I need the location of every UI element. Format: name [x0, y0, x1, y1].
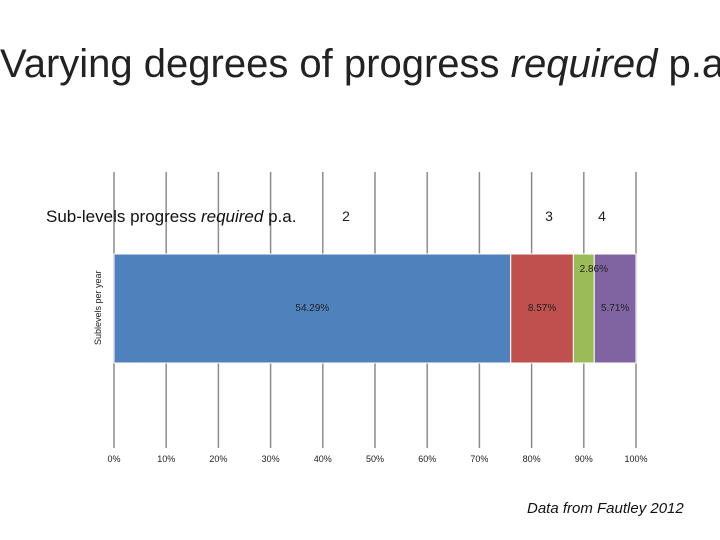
bar-segment: [593, 253, 637, 364]
legend-entry: 3: [545, 208, 553, 224]
x-tick-label: 80%: [523, 454, 541, 464]
data-label: 8.57%: [528, 303, 556, 314]
x-tick-label: 20%: [209, 454, 227, 464]
data-label: 5.71%: [601, 303, 629, 314]
source-footnote: Data from Fautley 2012: [527, 500, 684, 517]
legend-entry: 4: [598, 208, 606, 224]
x-tick-label: 0%: [107, 454, 120, 464]
slide-title: Varying degrees of progress required p.a…: [0, 42, 720, 86]
x-tick-label: 90%: [575, 454, 593, 464]
x-axis-ticks: 0% 10% 20% 30% 40% 50% 60% 70% 80% 90% 100%: [107, 454, 647, 464]
x-tick-label: 10%: [157, 454, 175, 464]
bar-segments: [113, 253, 637, 364]
x-tick-label: 70%: [470, 454, 488, 464]
bar-segment: [113, 253, 512, 364]
chart-title: Sub-levels progress required p.a.: [46, 207, 297, 226]
y-axis-label: Sublevels per year: [93, 270, 103, 345]
x-tick-label: 40%: [314, 454, 332, 464]
bar-segment: [510, 253, 574, 364]
segment-labels: 54.29% 8.57% 2.86% 5.71%: [295, 264, 629, 314]
x-tick-label: 50%: [366, 454, 384, 464]
data-label: 2.86%: [580, 264, 608, 275]
data-label: 54.29%: [295, 303, 329, 314]
x-tick-label: 30%: [262, 454, 280, 464]
legend: 2 3 4: [342, 208, 606, 224]
x-tick-label: 60%: [418, 454, 436, 464]
legend-entry: 2: [342, 208, 350, 224]
x-tick-label: 100%: [624, 454, 647, 464]
